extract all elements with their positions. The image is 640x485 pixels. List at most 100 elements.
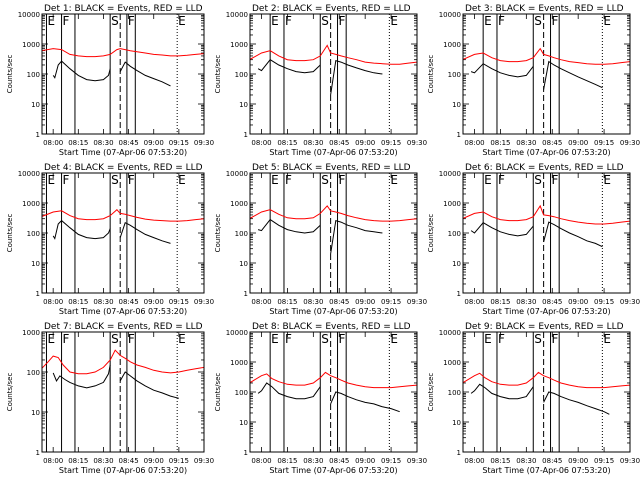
x-tick-label: 08:45: [329, 139, 349, 147]
y-tick-label: 100: [235, 389, 248, 397]
plot-frame: [41, 13, 205, 135]
y-axis-label: Counts/sec: [6, 373, 14, 412]
time-marker-label: F: [128, 173, 135, 187]
x-tick-label: 09:15: [169, 298, 189, 306]
time-marker-label: F: [285, 332, 292, 346]
time-marker-label: F: [128, 332, 135, 346]
detector-panel-6: Det 6: BLACK = Events, RED = LLD Counts/s…: [427, 163, 640, 316]
series-events-line: [330, 219, 383, 255]
x-tick-label: 08:45: [329, 298, 349, 306]
x-tick-label: 08:45: [118, 139, 138, 147]
time-marker-label: F: [285, 14, 292, 28]
time-marker-label: F: [339, 332, 346, 346]
x-axis-label: Start Time (07-Apr-06 07:53:20): [269, 307, 397, 316]
series-events-line: [330, 391, 400, 413]
y-axis-label: Counts/sec: [427, 214, 435, 253]
x-tick-label: 09:00: [568, 298, 588, 306]
y-tick-label: 1: [457, 290, 461, 298]
x-tick-label: 09:00: [355, 298, 375, 306]
time-marker-label: E: [484, 173, 492, 187]
time-marker-label: S: [111, 332, 119, 346]
x-tick-label: 09:00: [568, 139, 588, 147]
detector-panel-2: Det 2: BLACK = Events, RED = LLD Counts/s…: [214, 4, 427, 157]
time-marker-label: F: [63, 173, 70, 187]
time-marker-label: E: [390, 14, 398, 28]
series-lld-line: [250, 205, 417, 222]
plot-frame: [462, 13, 631, 135]
x-tick-label: 09:30: [194, 298, 214, 306]
detector-panel-1: Det 1: BLACK = Events, RED = LLD Counts/s…: [6, 4, 214, 157]
plot-area: [250, 173, 417, 293]
plot-frame: [462, 172, 631, 294]
x-tick-label: 09:15: [594, 298, 614, 306]
y-tick-label: 100: [235, 71, 248, 79]
y-tick-label: 100: [27, 369, 40, 377]
plot-area: [463, 332, 630, 452]
detector-panel-3: Det 3: BLACK = Events, RED = LLD Counts/s…: [427, 4, 640, 157]
y-tick-label: 1000: [443, 359, 461, 367]
x-tick-label: 08:00: [251, 298, 271, 306]
x-axis-label: Start Time (07-Apr-06 07:53:20): [269, 148, 397, 157]
time-marker-label: S: [111, 173, 119, 187]
time-marker-label: S: [534, 332, 542, 346]
time-marker-label: F: [285, 173, 292, 187]
x-tick-label: 08:15: [277, 139, 297, 147]
series-events-line: [543, 391, 610, 415]
y-tick-label: 10: [239, 260, 248, 268]
series-lld-line: [42, 349, 204, 375]
x-tick-label: 09:00: [355, 457, 375, 465]
x-tick-label: 08:30: [303, 298, 323, 306]
detector-panel-5: Det 5: BLACK = Events, RED = LLD Counts/s…: [214, 163, 427, 316]
x-tick-label: 08:45: [118, 298, 138, 306]
series-events-line: [543, 60, 603, 90]
time-marker-label: E: [47, 332, 55, 346]
y-tick-label: 10000: [226, 170, 248, 178]
series-lld-line: [463, 47, 630, 65]
plot-area: [42, 14, 204, 134]
y-tick-label: 10000: [18, 170, 40, 178]
x-axis-label: Start Time (07-Apr-06 07:53:20): [269, 466, 397, 475]
x-tick-label: 08:30: [93, 298, 113, 306]
y-tick-label: 10: [452, 260, 461, 268]
y-tick-label: 1: [457, 131, 461, 139]
time-marker-label: E: [390, 332, 398, 346]
plot-frame: [249, 13, 418, 135]
time-marker-label: E: [603, 173, 611, 187]
y-tick-label: 1000: [22, 41, 40, 49]
y-axis-label: Counts/sec: [6, 55, 14, 94]
x-tick-label: 08:45: [542, 298, 562, 306]
series-lld-line: [250, 44, 417, 65]
x-tick-label: 09:30: [620, 457, 640, 465]
y-tick-label: 1: [244, 449, 248, 457]
time-marker-label: E: [484, 14, 492, 28]
y-tick-label: 1: [36, 131, 40, 139]
y-tick-label: 10: [452, 419, 461, 427]
series-events-line: [257, 59, 321, 74]
y-tick-label: 10: [239, 101, 248, 109]
series-events-line: [470, 63, 534, 78]
y-tick-label: 100: [235, 230, 248, 238]
x-tick-label: 09:15: [381, 457, 401, 465]
plot-area: [463, 14, 630, 134]
x-tick-label: 09:30: [194, 457, 214, 465]
time-marker-label: E: [47, 173, 55, 187]
series-events-line: [119, 371, 180, 399]
x-tick-label: 09:00: [144, 139, 164, 147]
plot-area: [42, 173, 204, 293]
x-tick-label: 08:15: [490, 298, 510, 306]
x-tick-label: 08:30: [303, 457, 323, 465]
series-events-line: [257, 218, 321, 234]
x-tick-label: 08:45: [329, 457, 349, 465]
y-tick-label: 1: [244, 290, 248, 298]
x-tick-label: 08:45: [118, 457, 138, 465]
x-tick-label: 08:15: [68, 139, 88, 147]
time-marker-label: F: [498, 14, 505, 28]
y-tick-label: 100: [448, 389, 461, 397]
series-lld-line: [250, 371, 417, 389]
x-tick-label: 08:45: [542, 457, 562, 465]
time-marker-label: E: [271, 332, 279, 346]
series-events-line: [257, 382, 321, 400]
x-tick-label: 08:00: [251, 457, 271, 465]
panel-title: Det 1: BLACK = Events, RED = LLD: [44, 4, 203, 14]
